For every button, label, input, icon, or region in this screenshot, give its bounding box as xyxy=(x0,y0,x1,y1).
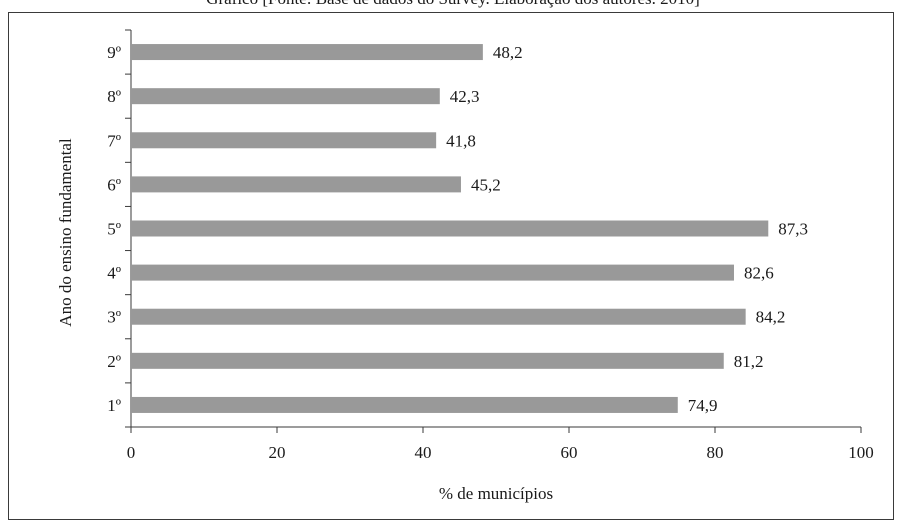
y-category-label: 5º xyxy=(107,220,121,239)
y-category-label: 1º xyxy=(107,396,121,415)
bars xyxy=(131,44,769,413)
bar-value-label: 87,3 xyxy=(778,220,808,239)
y-category-label: 3º xyxy=(107,308,121,327)
y-category-label: 8º xyxy=(107,87,121,106)
bar xyxy=(131,396,678,413)
x-tick-label: 100 xyxy=(848,443,874,462)
y-category-label: 7º xyxy=(107,131,121,150)
bar xyxy=(131,176,461,193)
bar-value-label: 84,2 xyxy=(756,308,786,327)
bar xyxy=(131,220,769,237)
bar-value-label: 41,8 xyxy=(446,131,476,150)
bar-value-label: 81,2 xyxy=(734,352,764,371)
bar xyxy=(131,88,440,105)
axes: 0 20 40 60 80 100 1º 2º 3º 4º 5º 6º 7º 8º 9º xyxy=(107,29,874,462)
bar xyxy=(131,352,724,369)
y-category-label: 9º xyxy=(107,43,121,62)
x-tick-label: 60 xyxy=(561,443,578,462)
bar xyxy=(131,44,483,61)
chart-caption-fragment: Gráfico [Fonte: Base de dados do Survey.… xyxy=(0,0,906,9)
bar-value-label: 48,2 xyxy=(493,43,523,62)
y-category-label: 6º xyxy=(107,175,121,194)
value-labels: 74,9 81,2 84,2 82,6 87,3 45,2 41,8 42,3 48,2 xyxy=(446,43,808,415)
x-axis-title: % de municípios xyxy=(439,484,553,503)
bar-value-label: 45,2 xyxy=(471,175,501,194)
bar xyxy=(131,132,437,149)
bar xyxy=(131,308,746,325)
x-tick-label: 40 xyxy=(415,443,432,462)
bar xyxy=(131,264,734,281)
x-tick-label: 20 xyxy=(269,443,286,462)
x-tick-label: 80 xyxy=(707,443,724,462)
bar-value-label: 82,6 xyxy=(744,264,774,283)
y-category-label: 4º xyxy=(107,264,121,283)
bar-value-label: 42,3 xyxy=(450,87,480,106)
y-category-label: 2º xyxy=(107,352,121,371)
y-axis-title: Ano do ensino fundamental xyxy=(56,138,75,327)
x-tick-label: 0 xyxy=(127,443,136,462)
bar-value-label: 74,9 xyxy=(688,396,718,415)
